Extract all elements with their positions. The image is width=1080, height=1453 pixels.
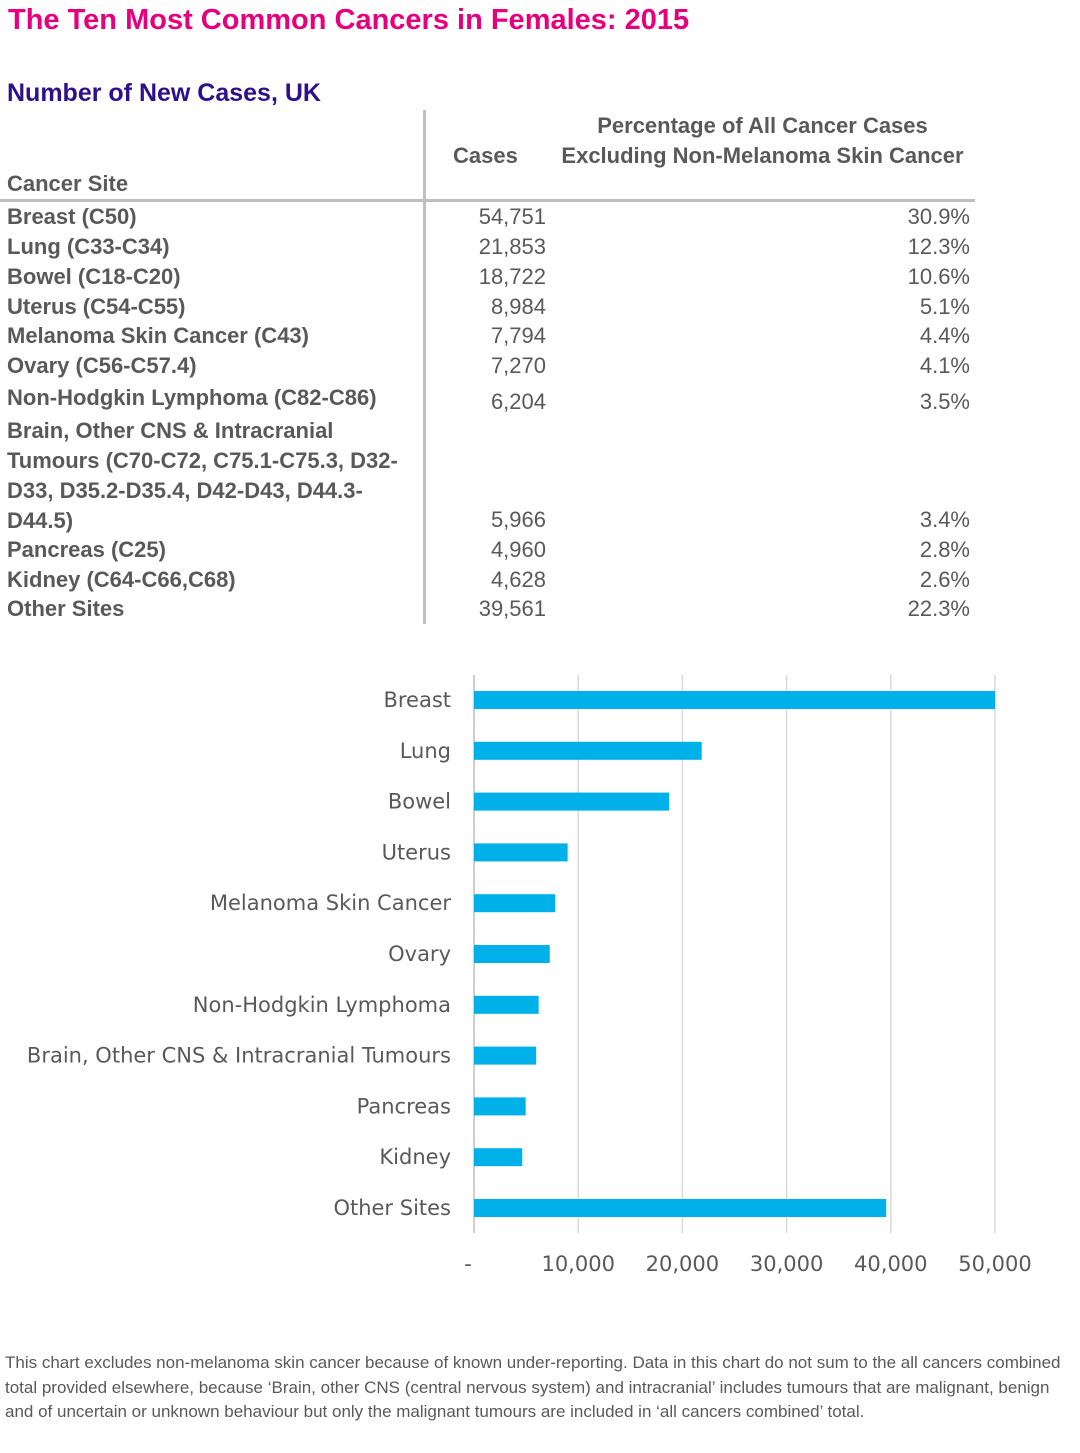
x-tick-label: - <box>464 1252 472 1276</box>
table-cell-site: Non-Hodgkin Lymphoma (C82-C86) <box>7 385 377 410</box>
y-category-label: Bowel <box>388 790 451 814</box>
table-cell-cases: 7,794 <box>490 323 546 348</box>
table-column-divider <box>423 110 426 624</box>
table-cell-cases: 7,270 <box>490 353 546 378</box>
table-cell-cases: 8,984 <box>490 294 546 319</box>
bar <box>474 741 702 760</box>
table-cell-site: Ovary (C56-C57.4) <box>7 353 197 378</box>
table-cell-site: Other Sites <box>7 596 125 621</box>
table-cell-cases: 18,722 <box>478 264 546 289</box>
y-category-label: Melanoma Skin Cancer <box>210 891 452 915</box>
table-cell-percentage: 10.6% <box>907 264 970 289</box>
bar <box>474 1097 526 1116</box>
table-cell-site: Bowel (C18-C20) <box>7 264 181 289</box>
table-cell-site: Brain, Other CNS & Intracranial Tumours … <box>7 418 398 533</box>
y-category-label: Pancreas <box>357 1094 451 1118</box>
x-tick-label: 20,000 <box>646 1252 719 1276</box>
bar <box>474 995 539 1014</box>
table-cell-site: Uterus (C54-C55) <box>7 294 186 319</box>
bar <box>474 945 550 963</box>
x-tick-label: 10,000 <box>541 1252 614 1276</box>
table-cell-site: Breast (C50) <box>7 204 137 229</box>
header-cases: Cases <box>453 143 518 168</box>
table-subtitle: Number of New Cases, UK <box>7 79 321 107</box>
table-cell-site: Kidney (C64-C66,C68) <box>7 567 236 592</box>
table-cell-cases: 21,853 <box>478 234 546 259</box>
table-cell-cases: 39,561 <box>478 596 546 621</box>
table-cell-percentage: 4.1% <box>919 353 970 378</box>
table-cell-cases: 54,751 <box>478 204 546 229</box>
y-category-label: Uterus <box>382 840 451 864</box>
y-category-label: Kidney <box>379 1145 451 1169</box>
bar <box>474 792 670 811</box>
table-cell-cases: 4,960 <box>490 537 546 562</box>
table-cell-percentage: 12.3% <box>907 234 970 259</box>
table-cell-percentage: 4.4% <box>919 323 970 348</box>
table-cell-percentage: 2.8% <box>919 537 970 562</box>
bar <box>474 1046 537 1065</box>
page-title: The Ten Most Common Cancers in Females: … <box>8 4 690 36</box>
table-cell-percentage: 5.1% <box>919 294 970 319</box>
table-cell-percentage: 3.5% <box>919 389 970 414</box>
y-category-label: Breast <box>383 688 451 712</box>
bar <box>474 843 568 862</box>
table-cell-site: Lung (C33-C34) <box>7 234 170 259</box>
x-tick-label: 30,000 <box>750 1252 823 1276</box>
y-category-label: Non-Hodgkin Lymphoma <box>193 993 451 1017</box>
y-category-label: Lung <box>400 739 451 763</box>
table-cell-percentage: 22.3% <box>907 596 970 621</box>
bar <box>474 894 556 913</box>
header-cancer-site: Cancer Site <box>7 171 129 196</box>
table-cell-percentage: 2.6% <box>919 567 970 592</box>
bar <box>474 1148 523 1167</box>
table-cell-site: Pancreas (C25) <box>7 537 166 562</box>
y-category-label: Ovary <box>388 942 451 966</box>
table-cell-cases: 5,966 <box>490 507 546 532</box>
table-cell-percentage: 30.9% <box>907 204 970 229</box>
header-percentage: Percentage of All Cancer Cases Excluding… <box>561 113 964 168</box>
table-header-divider <box>0 199 975 202</box>
bar <box>474 1199 887 1217</box>
table-cell-cases: 6,204 <box>490 389 546 414</box>
y-category-label: Brain, Other CNS & Intracranial Tumours <box>27 1044 451 1068</box>
x-tick-label: 50,000 <box>958 1252 1031 1276</box>
bar <box>474 691 995 709</box>
table-cell-percentage: 3.4% <box>919 507 970 532</box>
bar-chart: - 10,000 20,000 30,000 40,000 50,000 Breast Lun… <box>27 675 1032 1276</box>
table-cell-cases: 4,628 <box>490 567 546 592</box>
x-tick-label: 40,000 <box>854 1252 927 1276</box>
table-cell-site: Melanoma Skin Cancer (C43) <box>7 323 309 348</box>
footnote: This chart excludes non-melanoma skin ca… <box>5 1353 1061 1421</box>
y-category-label: Other Sites <box>333 1196 451 1220</box>
